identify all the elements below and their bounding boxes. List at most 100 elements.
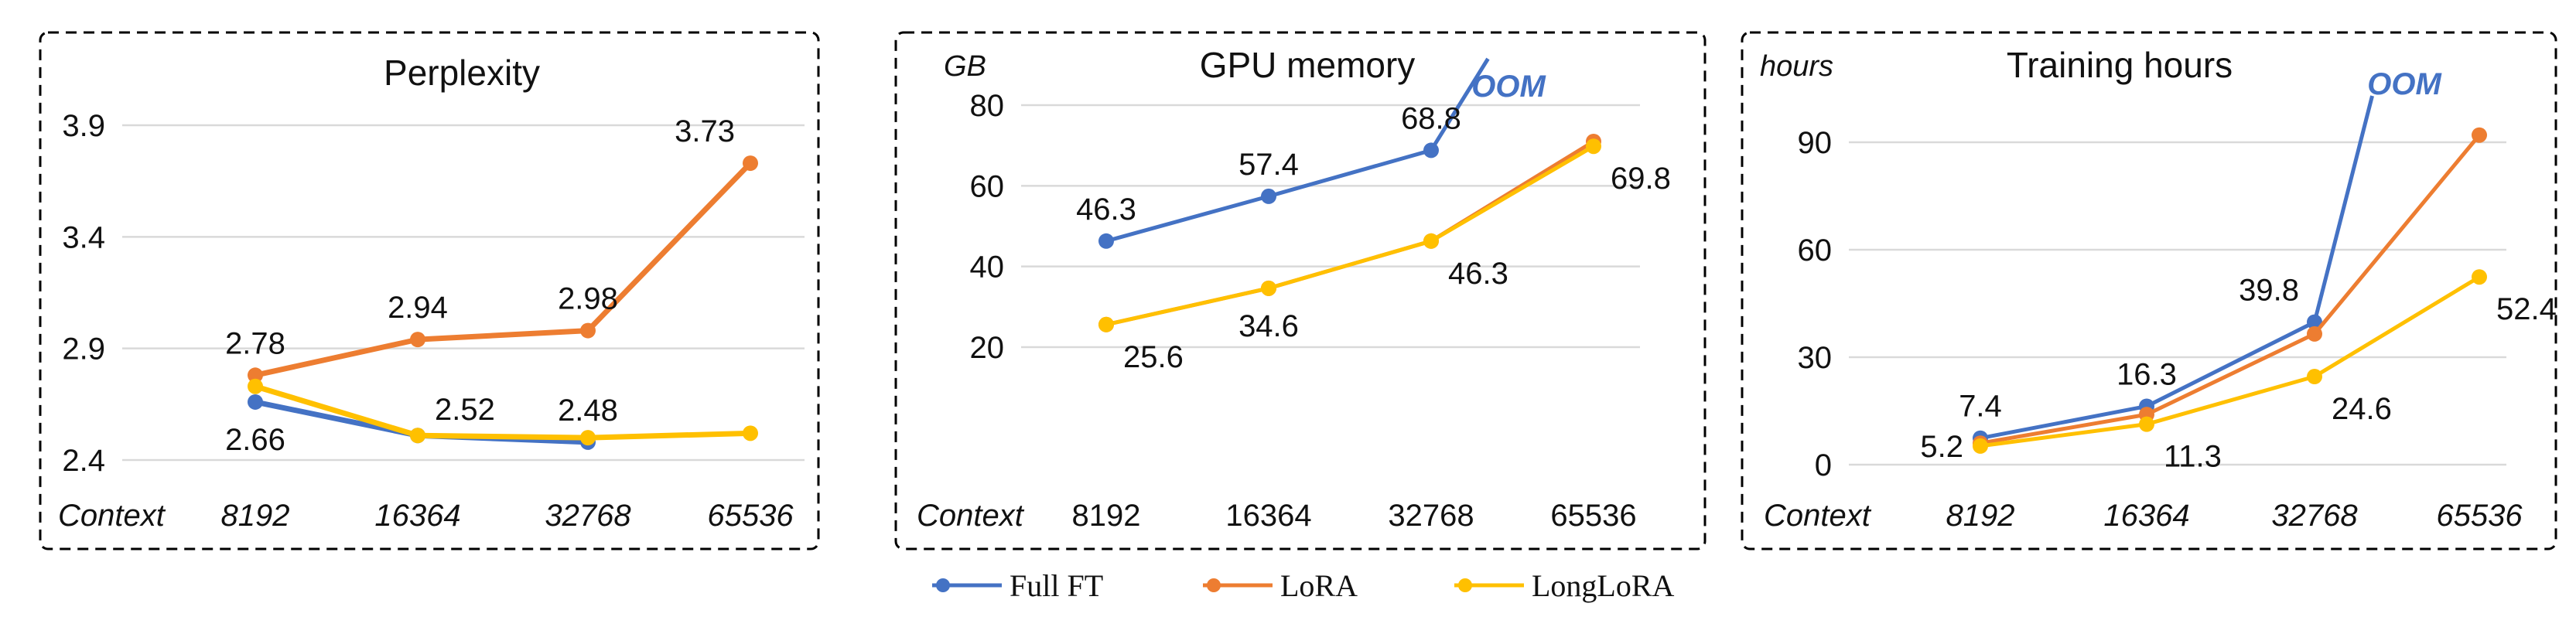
series-line <box>1980 134 2481 445</box>
x-tick-label: 8192 <box>1946 499 2015 533</box>
x-tick-label: 32768 <box>545 499 631 533</box>
series-line <box>1105 139 1595 327</box>
y-unit-label: GB <box>944 50 986 83</box>
context-label: Context <box>1764 499 1872 533</box>
chart-panel-3: 0 30 60 90 Training hours hours Context 8192 163… <box>1741 31 2557 550</box>
y-tick-label: 80 <box>970 89 1005 123</box>
panel-title: GPU memory <box>1200 45 1416 85</box>
series-lora <box>1098 133 1601 332</box>
panel-border <box>1741 31 2557 550</box>
x-tick-label: 8192 <box>221 499 290 533</box>
data-point <box>2139 416 2154 432</box>
data-point <box>248 394 263 410</box>
data-label: 11.3 <box>2164 440 2222 474</box>
panels: 2.4 2.9 3.4 3.9 Perplexity Context 8192 16364 32… <box>39 31 2557 550</box>
data-label: 24.6 <box>2332 392 2392 426</box>
series-line <box>1105 145 1595 327</box>
data-point <box>580 430 596 446</box>
x-tick-label: 16364 <box>1225 499 1311 533</box>
panel-title: Training hours <box>2007 45 2233 85</box>
x-tick-label: 32768 <box>1388 499 1474 533</box>
data-point <box>743 425 758 441</box>
y-tick-label: 20 <box>970 331 1005 365</box>
data-label: 2.78 <box>225 326 285 360</box>
series-longlora <box>1098 138 1601 332</box>
y-tick-label: 90 <box>1798 126 1833 160</box>
legend-label: LongLoRA <box>1532 568 1675 603</box>
data-label: 52.4 <box>2496 292 2557 326</box>
data-label: 2.98 <box>558 282 618 316</box>
oom-label: OOM <box>1471 70 1546 104</box>
legend-swatch-marker <box>936 578 950 592</box>
y-tick-label: 3.4 <box>62 220 105 254</box>
data-label: 2.94 <box>388 291 448 325</box>
data-point <box>1586 138 1601 155</box>
y-unit-label: hours <box>1760 50 1833 83</box>
data-point <box>1423 233 1439 249</box>
data-label: 5.2 <box>1920 430 1963 464</box>
y-tick-label: 3.9 <box>62 109 105 143</box>
x-tick-label: 65536 <box>2436 499 2523 533</box>
legend-item-longlora: LongLoRA <box>1454 568 1675 603</box>
series-line <box>1980 275 2481 448</box>
panel-title: Perplexity <box>384 53 540 93</box>
data-point <box>2307 326 2322 342</box>
x-tick-label: 8192 <box>1072 499 1141 533</box>
data-point <box>2307 369 2322 385</box>
series-line <box>255 161 753 378</box>
y-tick-label: 2.9 <box>62 332 105 366</box>
legend-swatch-marker <box>1458 578 1472 592</box>
chart-panel-1: 2.4 2.9 3.4 3.9 Perplexity Context 8192 16364 32… <box>39 31 820 550</box>
data-point <box>1261 188 1276 204</box>
data-point <box>1261 280 1276 296</box>
data-point <box>1973 438 1988 454</box>
legend-label: LoRA <box>1280 568 1358 603</box>
legend-item-lora: LoRA <box>1203 568 1358 603</box>
legend: Full FT LoRA LongLoRA <box>932 568 1675 603</box>
x-tick-label: 65536 <box>707 499 794 533</box>
y-tick-label: 60 <box>970 169 1005 203</box>
x-tick-label: 16364 <box>2103 499 2189 533</box>
data-label: 2.66 <box>225 423 285 457</box>
data-label: 16.3 <box>2116 357 2177 391</box>
data-label: 46.3 <box>1076 193 1136 227</box>
series-longlora <box>1973 269 2487 454</box>
data-label: 3.73 <box>675 114 735 148</box>
y-tick-label: 2.4 <box>62 444 105 478</box>
data-point <box>410 428 425 444</box>
data-point <box>1423 142 1439 158</box>
chart-panel-2: 20 40 60 80 GPU memory GB Context 8192 16364 3276… <box>894 31 1707 550</box>
series-longlora <box>248 378 758 446</box>
data-point <box>743 155 758 172</box>
series-line <box>254 383 751 441</box>
legend-label: Full FT <box>1010 568 1103 603</box>
data-point <box>1098 316 1114 332</box>
oom-line <box>2312 95 2374 323</box>
y-tick-label: 40 <box>970 251 1005 285</box>
data-point <box>1098 233 1114 249</box>
data-point <box>580 322 596 339</box>
panel-border <box>39 31 820 550</box>
data-point <box>410 332 425 348</box>
series-full-ft <box>1973 95 2374 446</box>
series-full-ft <box>1098 57 1490 249</box>
data-label: 34.6 <box>1238 309 1299 343</box>
oom-label: OOM <box>2367 67 2442 101</box>
data-label: 39.8 <box>2239 274 2299 308</box>
data-label: 68.8 <box>1401 101 1461 135</box>
data-label: 7.4 <box>1959 390 2002 424</box>
x-tick-label: 32768 <box>2271 499 2358 533</box>
data-point <box>2472 269 2487 285</box>
data-label: 57.4 <box>1238 148 1299 182</box>
data-point <box>248 378 263 394</box>
data-point <box>248 367 263 383</box>
data-label: 2.48 <box>558 394 618 428</box>
data-label: 69.8 <box>1611 162 1671 196</box>
legend-item-full-ft: Full FT <box>932 568 1103 603</box>
y-tick-label: 60 <box>1798 233 1833 268</box>
y-tick-label: 0 <box>1815 448 1832 482</box>
data-point <box>2307 314 2322 330</box>
panel-border <box>894 31 1707 550</box>
data-label: 46.3 <box>1448 257 1508 291</box>
data-label: 2.52 <box>435 393 495 427</box>
